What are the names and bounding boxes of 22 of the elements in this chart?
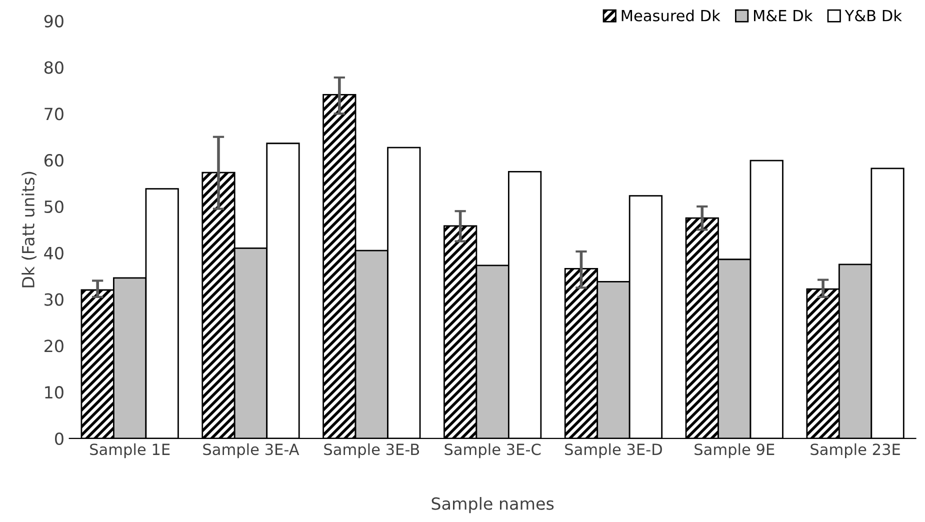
x-tick-label: Sample 3E-A — [203, 443, 300, 458]
legend-label: Measured Dk — [622, 10, 720, 22]
y-tick-label: 30 — [44, 293, 64, 306]
y-tick-label: 10 — [45, 386, 64, 399]
y-tick-label: 70 — [44, 108, 64, 120]
y-tick-label: 20 — [44, 340, 64, 352]
y-tick-label: 60 — [44, 154, 64, 167]
x-tick-label: Sample 23E — [810, 443, 900, 458]
y-axis-title: Dk (Fatt units) — [22, 172, 36, 288]
x-tick-label: Sample 1E — [90, 443, 170, 458]
legend-label: M&E Dk — [754, 10, 813, 22]
x-tick-label: Sample 3E-C — [444, 443, 541, 458]
x-tick-label: Sample 3E-B — [324, 443, 420, 458]
x-axis-title: Sample names — [432, 497, 554, 514]
y-tick-label: 40 — [44, 246, 64, 260]
y-tick-label: 50 — [44, 200, 64, 214]
x-tick-label: Sample 3E-D — [565, 443, 662, 458]
y-tick-label: 90 — [44, 14, 64, 28]
x-tick-label: Sample 9E — [694, 443, 774, 458]
legend-label: Y&B Dk — [844, 10, 902, 22]
y-tick-label: 80 — [44, 61, 64, 74]
y-tick-label: 0 — [55, 432, 64, 446]
